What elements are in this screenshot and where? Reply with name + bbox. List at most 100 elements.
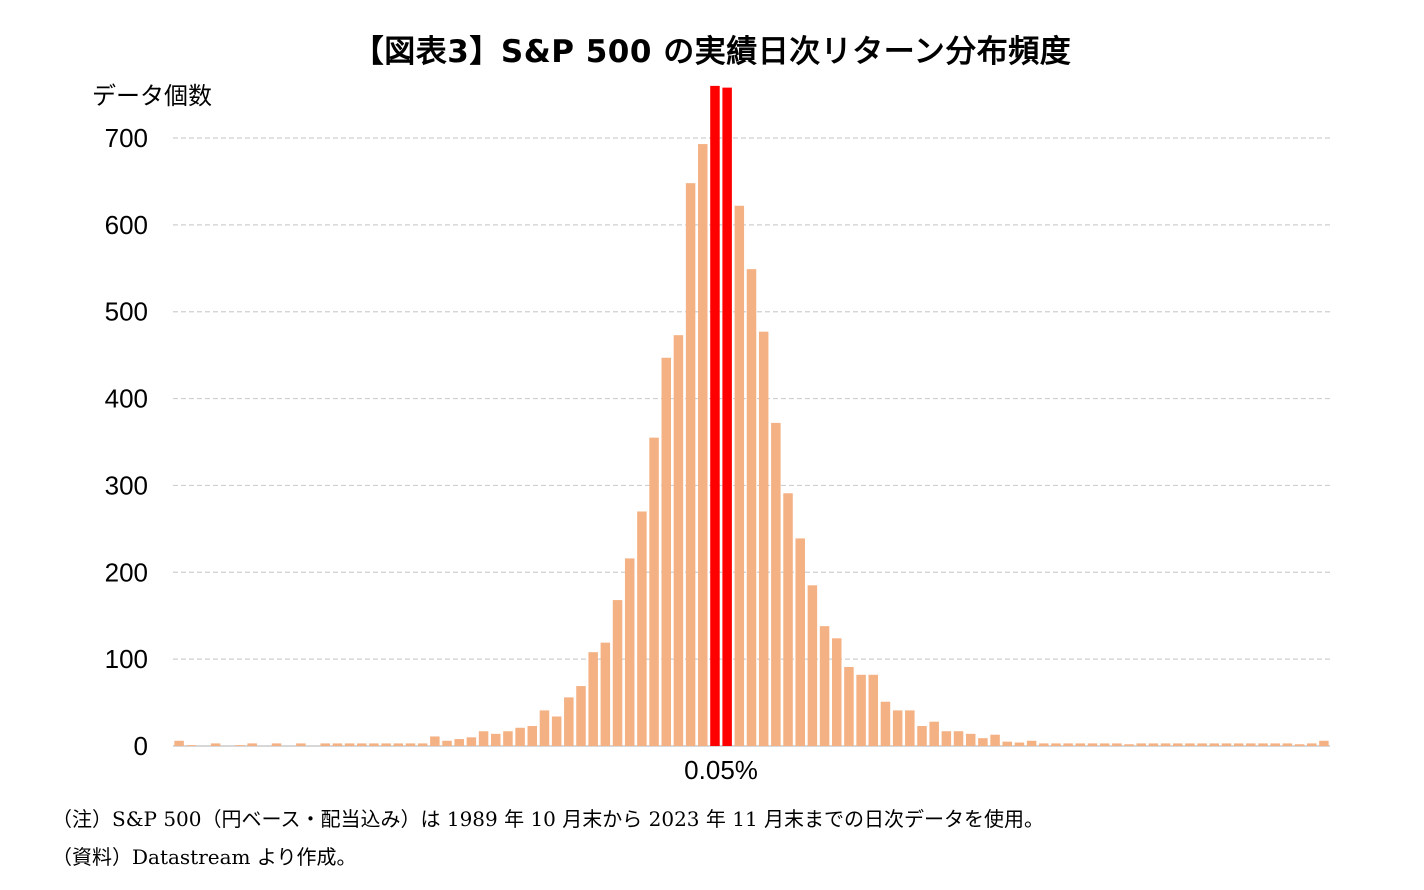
bar [673, 335, 684, 746]
bar [892, 710, 903, 746]
bar [1319, 740, 1329, 746]
bar [576, 686, 586, 746]
bar [661, 357, 671, 746]
y-tick-labels: 0 100 200 300 400 500 600 700 [105, 123, 148, 761]
bar [393, 743, 404, 746]
bar [929, 721, 939, 746]
bar [917, 726, 927, 746]
x-tick-labels: 0.05% [684, 755, 758, 785]
bar [271, 743, 282, 746]
bar [454, 739, 464, 746]
bar [1051, 743, 1061, 746]
bar [880, 701, 891, 746]
source-text: （資料）Datastream より作成。 [52, 845, 357, 869]
bar [844, 666, 854, 746]
bar [953, 731, 964, 746]
bar [186, 745, 197, 746]
bar [515, 727, 525, 746]
bar [332, 743, 343, 746]
bar [503, 731, 513, 746]
y-tick-label: 500 [105, 297, 148, 327]
bar [795, 538, 805, 746]
bar [1270, 743, 1280, 746]
bar [417, 743, 428, 746]
bar [1014, 742, 1025, 746]
bar [539, 710, 550, 746]
bar [344, 743, 355, 746]
bar [771, 422, 781, 746]
bar [1233, 743, 1244, 746]
bar [551, 716, 562, 746]
bar [174, 740, 184, 746]
bar [357, 743, 367, 746]
y-tick-label: 200 [105, 557, 148, 587]
bar-highlight [722, 87, 732, 747]
chart-title: 【図表3】S&P 500 の実績日次リターン分布頻度 [352, 34, 1072, 70]
bar [807, 585, 818, 746]
bar [430, 736, 440, 746]
bar [1039, 743, 1049, 746]
bar [588, 652, 598, 746]
bar [685, 183, 696, 747]
note-text: （注）S&P 500（円ベース・配当込み）は 1989 年 10 月末から 20… [52, 807, 1045, 831]
bar [1246, 743, 1256, 746]
bar [1075, 743, 1086, 746]
bar [1221, 743, 1232, 746]
bar [600, 642, 611, 746]
bar [1197, 743, 1207, 746]
bar [1282, 743, 1293, 746]
bar [1148, 743, 1159, 746]
bar [637, 511, 647, 746]
bar [478, 731, 489, 746]
y-tick-label: 300 [105, 470, 148, 500]
bar [905, 710, 915, 746]
bar [868, 674, 879, 746]
bar [856, 674, 866, 746]
bar [1112, 743, 1122, 746]
bar [758, 331, 769, 746]
bar [1063, 743, 1073, 746]
bar [1124, 744, 1134, 746]
bar [649, 437, 659, 746]
bar [235, 745, 245, 746]
bar [1306, 743, 1317, 746]
bar [941, 731, 952, 746]
y-tick-label: 600 [105, 210, 148, 240]
bar [1209, 743, 1220, 746]
bar [296, 743, 306, 746]
bar [442, 740, 452, 746]
bar [490, 733, 501, 746]
bar [1173, 743, 1183, 746]
bar [612, 600, 623, 746]
bar [990, 734, 1000, 746]
bar [1026, 740, 1037, 746]
bar [564, 697, 574, 746]
bar [832, 638, 842, 746]
bar [819, 626, 830, 746]
bar [783, 493, 793, 746]
bar [1087, 743, 1098, 746]
y-tick-label: 0 [134, 731, 148, 761]
y-tick-label: 400 [105, 384, 148, 414]
bar [1185, 743, 1195, 746]
bar [527, 726, 538, 746]
x-tick-label: 0.05% [684, 755, 758, 785]
bar [405, 743, 416, 746]
bar [624, 558, 635, 746]
bar [978, 738, 988, 746]
bar [965, 733, 976, 746]
bar [1099, 743, 1110, 746]
bar [1002, 741, 1013, 746]
bar [466, 737, 477, 746]
bar [247, 743, 257, 746]
bar [320, 743, 330, 746]
bar [746, 269, 757, 746]
bar [734, 205, 745, 746]
bars [174, 85, 1329, 747]
y-tick-label: 100 [105, 644, 148, 674]
bar [1160, 743, 1171, 746]
bar [210, 743, 221, 746]
bar [1258, 743, 1268, 746]
bar-highlight [710, 85, 720, 746]
